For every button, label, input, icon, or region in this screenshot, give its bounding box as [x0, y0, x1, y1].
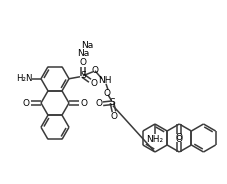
Text: H₂N: H₂N	[16, 74, 32, 83]
Text: O: O	[111, 112, 118, 121]
Text: O: O	[104, 89, 111, 98]
Text: Na: Na	[77, 49, 89, 58]
Text: O: O	[176, 132, 183, 141]
Text: Na: Na	[81, 41, 93, 50]
Text: O: O	[176, 135, 183, 144]
Text: O: O	[96, 99, 103, 108]
Text: S: S	[109, 98, 115, 107]
Text: S: S	[80, 71, 86, 80]
Text: NH: NH	[98, 76, 112, 85]
Text: O: O	[91, 66, 99, 75]
Text: NH₂: NH₂	[146, 135, 164, 144]
Text: O: O	[91, 79, 98, 88]
Text: O: O	[22, 98, 30, 107]
Text: O: O	[79, 58, 86, 67]
Text: O: O	[81, 98, 87, 107]
